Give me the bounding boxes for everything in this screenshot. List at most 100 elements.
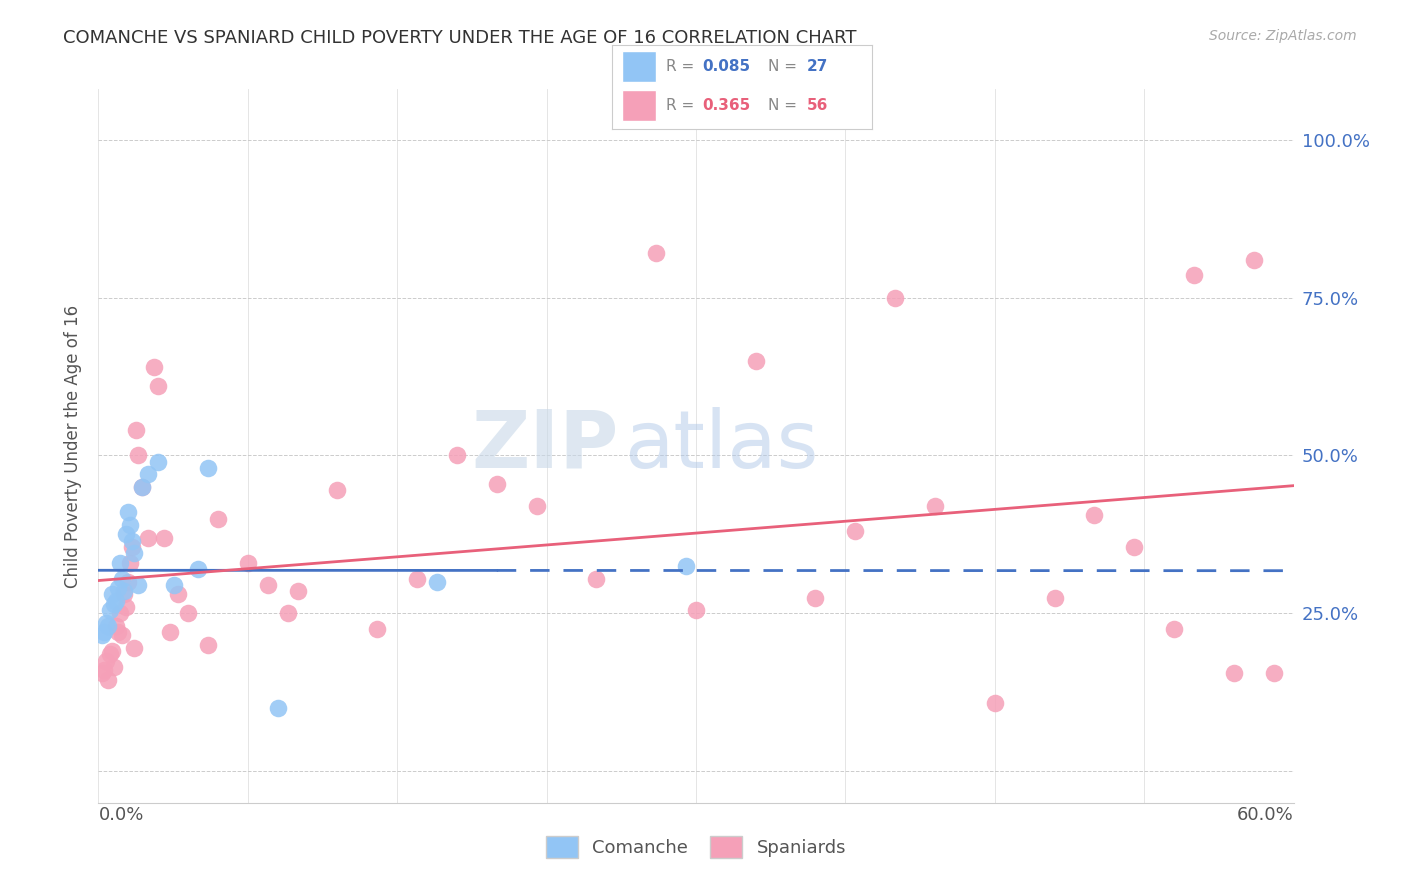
Point: [120, 556, 142, 570]
Point: [91, 628, 114, 642]
Legend: Comanche, Spaniards: Comanche, Spaniards: [538, 829, 853, 865]
Point: [121, 540, 143, 554]
Text: atlas: atlas: [624, 407, 818, 485]
Point: [103, 660, 125, 674]
Point: [115, 527, 138, 541]
Point: [107, 625, 129, 640]
Point: [105, 619, 128, 633]
Point: [745, 353, 768, 368]
Point: [107, 581, 129, 595]
Point: [97, 619, 120, 633]
Point: [924, 499, 946, 513]
Point: [117, 505, 139, 519]
Y-axis label: Child Poverty Under the Age of 16: Child Poverty Under the Age of 16: [63, 304, 82, 588]
Point: [675, 559, 697, 574]
Point: [197, 461, 219, 475]
Point: [159, 625, 181, 640]
FancyBboxPatch shape: [621, 90, 655, 120]
Point: [1182, 268, 1205, 283]
Point: [124, 546, 146, 560]
Point: [115, 600, 138, 615]
Point: [1243, 252, 1265, 267]
Point: [110, 556, 132, 570]
Text: 0.0%: 0.0%: [98, 806, 143, 824]
Text: N =: N =: [768, 98, 801, 113]
Point: [177, 607, 200, 621]
Text: 0.085: 0.085: [703, 59, 751, 74]
Text: R =: R =: [666, 59, 699, 74]
Point: [207, 511, 229, 525]
Text: 0.365: 0.365: [703, 98, 751, 113]
Point: [645, 246, 668, 260]
Point: [167, 587, 190, 601]
Point: [101, 644, 124, 658]
Point: [136, 531, 159, 545]
Text: 56: 56: [807, 98, 828, 113]
Point: [121, 533, 143, 548]
Point: [112, 587, 135, 601]
Point: [197, 638, 219, 652]
Point: [1043, 591, 1066, 605]
Point: [366, 622, 388, 636]
Point: [103, 597, 125, 611]
Point: [131, 480, 153, 494]
Point: [127, 578, 149, 592]
Point: [277, 607, 299, 621]
Point: [96, 615, 118, 630]
Point: [105, 593, 128, 607]
Point: [406, 572, 429, 586]
Point: [1123, 540, 1146, 554]
Point: [111, 628, 134, 642]
Point: [267, 701, 290, 715]
Point: [585, 572, 607, 586]
Point: [526, 499, 548, 513]
Point: [844, 524, 866, 539]
Point: [153, 531, 176, 545]
Text: N =: N =: [768, 59, 801, 74]
Text: 27: 27: [807, 59, 828, 74]
Point: [111, 572, 134, 586]
Point: [98, 603, 122, 617]
Point: [91, 666, 114, 681]
Point: [256, 578, 278, 592]
Point: [236, 556, 259, 570]
Text: ZIP: ZIP: [471, 407, 619, 485]
Text: R =: R =: [666, 98, 699, 113]
Point: [93, 625, 115, 640]
Point: [110, 607, 132, 621]
Point: [984, 696, 1007, 710]
Point: [131, 480, 153, 494]
Point: [98, 648, 122, 662]
FancyBboxPatch shape: [621, 52, 655, 82]
Point: [884, 291, 907, 305]
Point: [426, 574, 449, 589]
Point: [1083, 508, 1105, 523]
Point: [326, 483, 349, 498]
Point: [287, 584, 309, 599]
Point: [148, 379, 170, 393]
Point: [143, 360, 166, 375]
Point: [187, 562, 209, 576]
Point: [124, 641, 146, 656]
Point: [96, 654, 118, 668]
Point: [125, 423, 148, 437]
Point: [93, 663, 115, 677]
Point: [163, 578, 186, 592]
Text: 60.0%: 60.0%: [1237, 806, 1294, 824]
Point: [446, 449, 468, 463]
Point: [485, 476, 508, 491]
Point: [148, 455, 170, 469]
Text: COMANCHE VS SPANIARD CHILD POVERTY UNDER THE AGE OF 16 CORRELATION CHART: COMANCHE VS SPANIARD CHILD POVERTY UNDER…: [63, 29, 856, 46]
Point: [127, 449, 149, 463]
Point: [1163, 622, 1185, 636]
Point: [117, 574, 139, 589]
Point: [101, 587, 124, 601]
Point: [120, 517, 142, 532]
Point: [136, 467, 159, 482]
Text: Source: ZipAtlas.com: Source: ZipAtlas.com: [1209, 29, 1357, 43]
Point: [804, 591, 827, 605]
Point: [112, 584, 135, 599]
Point: [1223, 666, 1246, 681]
Point: [685, 603, 707, 617]
Point: [97, 673, 120, 687]
